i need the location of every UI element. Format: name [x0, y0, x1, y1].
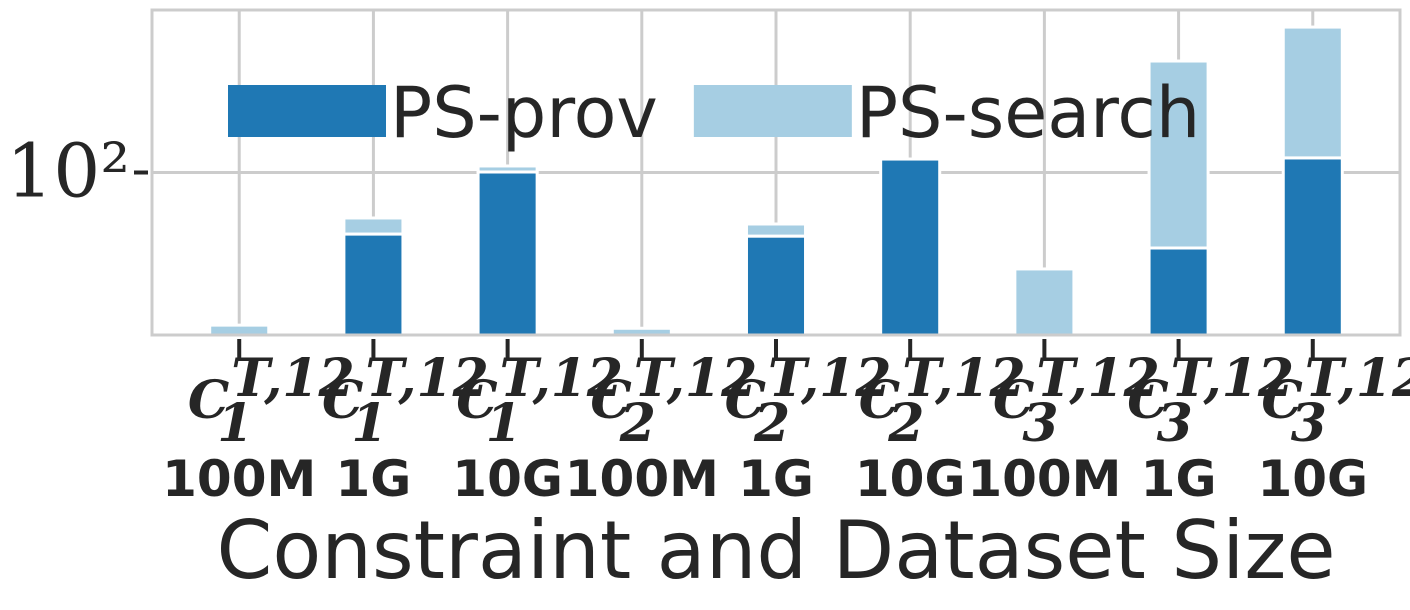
- x-tick-subscript: 2: [753, 393, 790, 454]
- x-tick-symbol: C: [590, 370, 631, 431]
- legend-label: PS-search: [856, 72, 1200, 154]
- bar-segment: [342, 232, 405, 337]
- x-tick-symbol: C: [1127, 370, 1168, 431]
- x-axis-label: Constraint and Dataset Size: [216, 504, 1335, 597]
- x-tick-superscript: T,12: [365, 348, 488, 409]
- x-tick-symbol: C: [188, 370, 229, 431]
- bar-segment: [879, 157, 942, 337]
- x-tick-symbol: C: [859, 370, 900, 431]
- bar-segment: [1147, 246, 1210, 337]
- x-tick-subscript: 2: [887, 393, 924, 454]
- y-tick-label: 10²: [6, 129, 130, 215]
- x-tick-size: 10G: [1257, 450, 1368, 508]
- legend-swatch: [693, 85, 852, 137]
- x-tick-size: 1G: [335, 450, 411, 508]
- x-tick-superscript: T,12: [500, 348, 623, 409]
- x-tick-symbol: C: [456, 370, 497, 431]
- x-tick-size: 1G: [1141, 450, 1217, 508]
- x-tick-superscript: T,12: [1171, 348, 1294, 409]
- x-tick-subscript: 3: [1022, 393, 1058, 454]
- bar-segment: [1281, 156, 1344, 337]
- bar-segment: [744, 234, 808, 337]
- x-tick-symbol: C: [322, 370, 363, 431]
- x-tick-subscript: 1: [351, 393, 387, 454]
- x-tick-superscript: T,12: [1305, 348, 1410, 409]
- bar-segment: [476, 164, 539, 174]
- x-tick-subscript: 3: [1157, 393, 1193, 454]
- x-tick-symbol: C: [1261, 370, 1302, 431]
- x-tick-size: 1G: [738, 450, 814, 508]
- x-tick-size: 100M: [162, 450, 316, 508]
- bar-segment: [1281, 25, 1344, 160]
- x-tick-superscript: T,12: [768, 348, 891, 409]
- x-tick-superscript: T,12: [634, 348, 757, 409]
- x-tick-subscript: 2: [619, 393, 656, 454]
- x-tick-superscript: T,12: [1036, 348, 1159, 409]
- x-tick-subscript: 3: [1291, 393, 1327, 454]
- x-tick-superscript: T,12: [231, 348, 354, 409]
- x-tick-subscript: 1: [486, 393, 522, 454]
- x-tick-subscript: 1: [217, 393, 253, 454]
- x-tick-symbol: C: [725, 370, 766, 431]
- x-tick-symbol: C: [993, 370, 1034, 431]
- plot-frame: [150, 8, 1402, 337]
- legend-swatch: [228, 85, 386, 137]
- x-tick-size: 10G: [855, 450, 966, 508]
- bar-segment: [744, 222, 808, 238]
- bar-segment: [476, 170, 539, 337]
- bar-segment: [342, 216, 405, 236]
- x-tick-size: 100M: [565, 450, 719, 508]
- bar-segment: [1147, 59, 1210, 250]
- x-tick-label: CT,12310G: [1257, 348, 1410, 508]
- bar-segment: [1013, 267, 1076, 337]
- x-tick-size: 10G: [452, 450, 563, 508]
- x-tick-superscript: T,12: [902, 348, 1025, 409]
- legend-label: PS-prov: [390, 72, 658, 154]
- x-tick-size: 100M: [967, 450, 1121, 508]
